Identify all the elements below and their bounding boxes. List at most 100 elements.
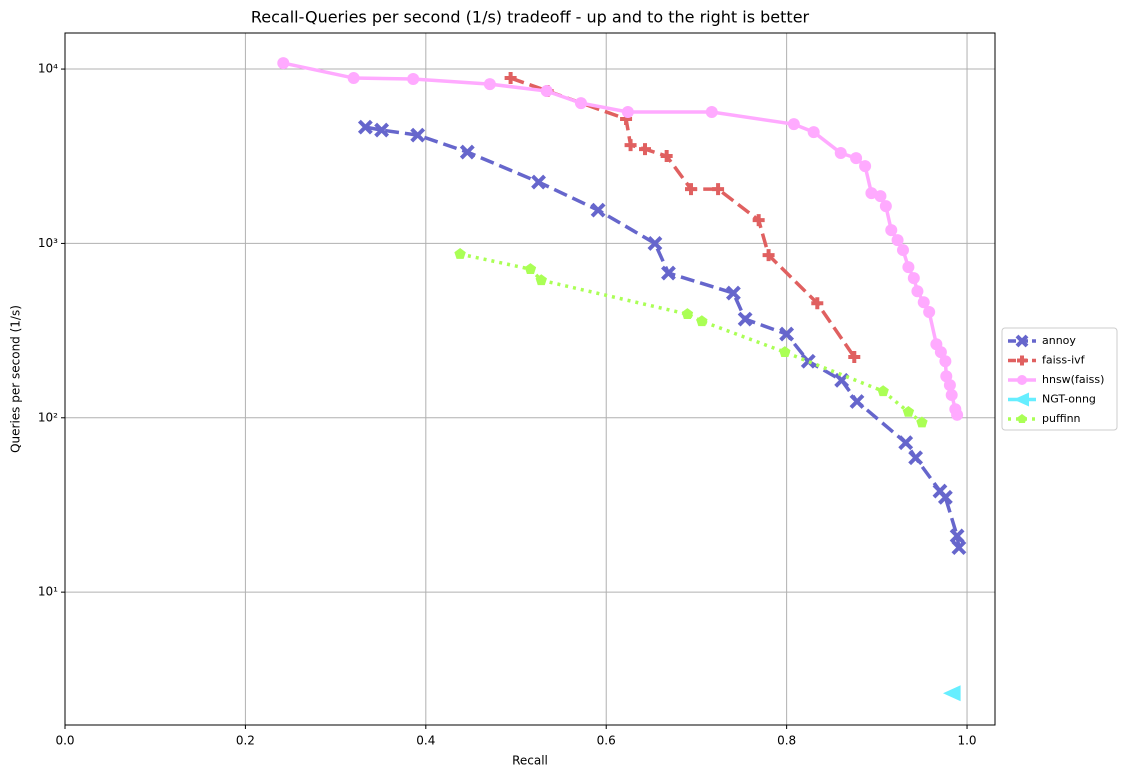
x-tick-label: 1.0 bbox=[957, 734, 976, 748]
x-tick-label: 0.4 bbox=[416, 734, 435, 748]
marker bbox=[357, 119, 373, 135]
x-tick-label: 0.0 bbox=[55, 734, 74, 748]
marker bbox=[787, 118, 800, 131]
marker bbox=[752, 214, 765, 227]
legend-label: hnsw(faiss) bbox=[1042, 373, 1104, 386]
marker bbox=[660, 150, 673, 163]
y-tick-label: 10⁴ bbox=[38, 62, 58, 76]
legend-marker bbox=[1017, 375, 1027, 385]
marker bbox=[834, 147, 847, 160]
marker bbox=[951, 540, 967, 556]
legend-label: annoy bbox=[1042, 334, 1076, 347]
marker bbox=[877, 385, 889, 397]
marker bbox=[937, 489, 953, 505]
marker bbox=[943, 685, 961, 702]
y-tick-label: 10³ bbox=[38, 236, 58, 250]
marker bbox=[624, 139, 637, 152]
marker bbox=[779, 326, 795, 342]
marker bbox=[531, 174, 546, 190]
series bbox=[357, 119, 967, 556]
axes: 0.0 0.2 0.4 0.6 0.8 1.0 10¹ 10² 10³ 10⁴ bbox=[38, 62, 977, 748]
marker bbox=[410, 127, 426, 143]
series bbox=[277, 57, 964, 421]
marker bbox=[737, 311, 753, 327]
marker bbox=[908, 450, 924, 466]
marker bbox=[661, 265, 676, 281]
legend-marker bbox=[1017, 355, 1027, 366]
marker bbox=[483, 78, 496, 91]
marker bbox=[939, 355, 952, 368]
marker bbox=[949, 528, 965, 544]
marker bbox=[725, 285, 741, 301]
marker bbox=[951, 408, 964, 421]
marker bbox=[685, 183, 698, 196]
x-tick-label: 0.8 bbox=[777, 734, 796, 748]
marker bbox=[945, 389, 958, 402]
marker bbox=[891, 234, 904, 247]
legend-label: puffinn bbox=[1042, 412, 1081, 425]
series bbox=[454, 248, 928, 428]
marker bbox=[574, 97, 587, 110]
marker bbox=[834, 372, 850, 388]
marker bbox=[681, 308, 694, 319]
marker bbox=[454, 248, 466, 259]
y-tick-label: 10¹ bbox=[38, 585, 58, 599]
marker bbox=[535, 274, 547, 286]
marker bbox=[807, 126, 820, 139]
legend-label: NGT-onng bbox=[1042, 393, 1096, 406]
marker bbox=[874, 190, 887, 203]
legend-marker bbox=[1013, 392, 1029, 407]
plot-frame bbox=[64, 32, 996, 726]
marker bbox=[277, 57, 290, 70]
legend-label: faiss-ivf bbox=[1042, 354, 1086, 367]
marker bbox=[885, 224, 898, 237]
plot bbox=[277, 57, 967, 702]
marker bbox=[762, 249, 775, 262]
series bbox=[943, 685, 961, 702]
marker bbox=[374, 122, 390, 138]
marker bbox=[407, 73, 420, 86]
marker bbox=[696, 315, 708, 327]
marker bbox=[934, 346, 947, 359]
marker bbox=[916, 416, 928, 428]
marker bbox=[917, 296, 930, 309]
x-axis-label: Recall bbox=[512, 754, 548, 768]
marker bbox=[647, 236, 663, 251]
marker bbox=[712, 183, 725, 196]
marker bbox=[849, 394, 865, 409]
marker bbox=[639, 143, 652, 156]
marker bbox=[524, 263, 537, 274]
marker bbox=[902, 261, 915, 274]
marker bbox=[896, 244, 909, 257]
marker bbox=[923, 306, 936, 319]
x-tick-label: 0.6 bbox=[597, 734, 616, 748]
marker bbox=[848, 351, 861, 364]
marker bbox=[459, 144, 475, 160]
marker bbox=[865, 187, 878, 200]
marker bbox=[902, 405, 915, 417]
legend-marker bbox=[1015, 334, 1029, 348]
marker bbox=[800, 353, 816, 369]
legend-marker bbox=[1017, 414, 1027, 424]
marker bbox=[907, 272, 920, 285]
marker bbox=[859, 160, 872, 173]
legend-box bbox=[1001, 327, 1118, 431]
marker bbox=[779, 346, 791, 357]
y-axis-label: Queries per second (1/s) bbox=[9, 305, 23, 453]
marker bbox=[504, 72, 517, 85]
marker bbox=[590, 202, 606, 218]
series-line bbox=[510, 76, 856, 359]
x-tick-label: 0.2 bbox=[236, 734, 255, 748]
marker bbox=[621, 106, 634, 119]
chart-title: Recall-Queries per second (1/s) tradeoff… bbox=[251, 8, 810, 27]
marker bbox=[850, 152, 863, 165]
marker bbox=[811, 297, 824, 310]
grid bbox=[64, 33, 995, 725]
marker bbox=[705, 106, 718, 119]
series bbox=[504, 72, 861, 364]
y-tick-label: 10² bbox=[38, 410, 58, 424]
marker bbox=[540, 85, 553, 98]
marker bbox=[943, 379, 956, 392]
